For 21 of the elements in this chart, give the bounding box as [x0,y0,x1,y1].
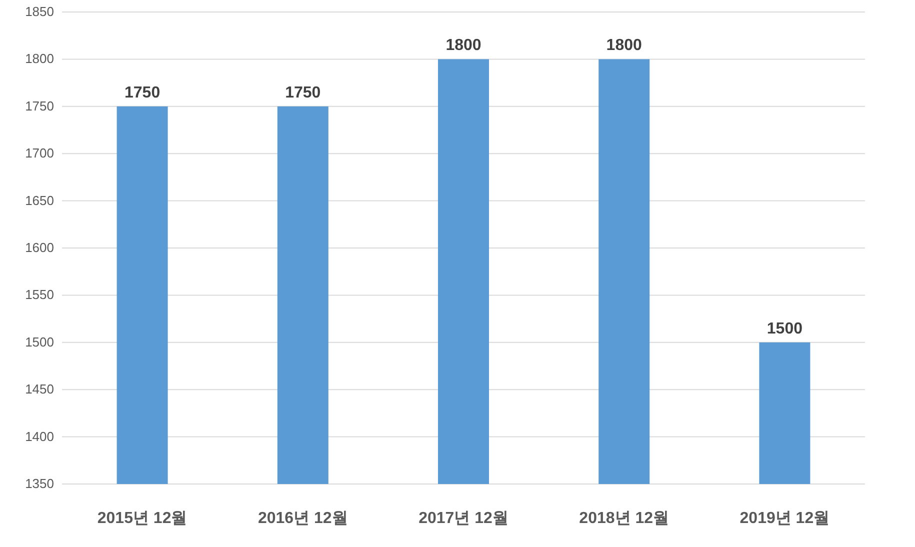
data-label: 1750 [124,84,160,102]
x-tick-label: 2019년 12월 [740,510,830,527]
x-tick-label: 2016년 12월 [258,510,348,527]
y-tick-label: 1650 [25,192,54,208]
y-tick-label: 1850 [25,4,54,19]
data-label: 1800 [446,37,482,54]
y-tick-label: 1400 [25,428,54,444]
y-tick-label: 1350 [25,476,54,491]
data-label: 1500 [766,320,802,338]
x-tick-label: 2015년 12월 [97,510,188,527]
y-tick-label: 1450 [25,382,54,397]
y-tick-label: 1500 [25,334,54,350]
y-tick-label: 1700 [25,146,54,161]
x-tick-label: 2018년 12월 [579,510,670,527]
y-tick-label: 1600 [25,240,54,255]
data-label: 1750 [285,84,321,102]
y-tick-label: 1550 [25,287,54,302]
y-tick-label: 1800 [25,51,54,66]
y-tick-label: 1750 [25,98,54,114]
data-label: 1800 [606,37,642,54]
x-tick-label: 2017년 12월 [418,510,508,527]
